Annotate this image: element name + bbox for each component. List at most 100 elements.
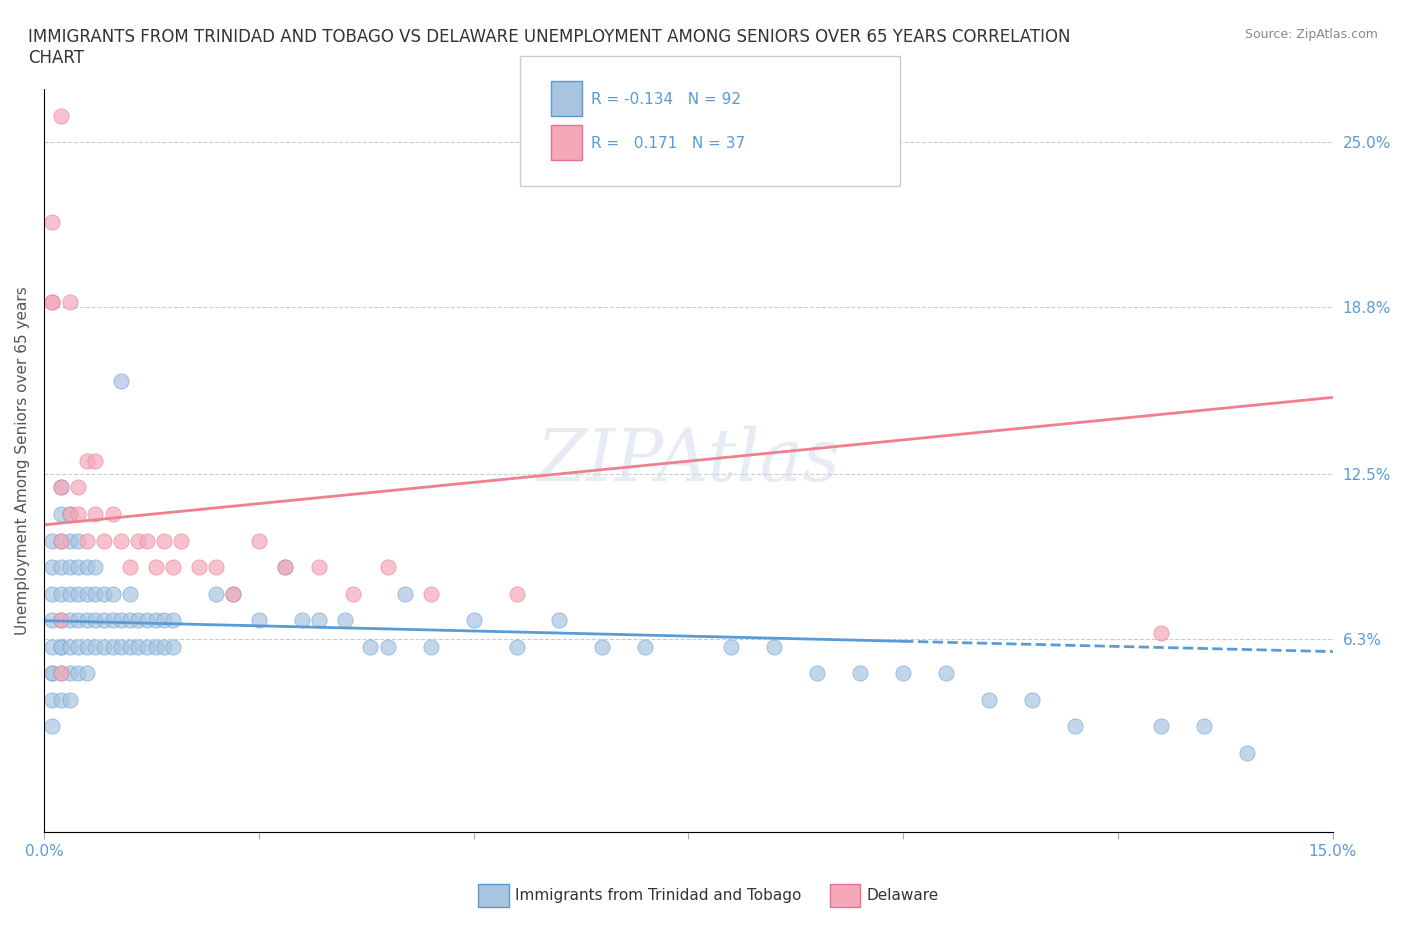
Point: [273, 560, 295, 575]
Point: [170, 533, 193, 548]
Text: R = -0.134   N = 92: R = -0.134 N = 92: [591, 92, 741, 107]
Point: [101, 639, 124, 654]
Point: [110, 533, 132, 548]
Point: [93, 613, 115, 628]
Point: [849, 666, 872, 681]
Point: [93, 533, 115, 548]
Point: [67, 613, 90, 628]
Point: [49, 480, 72, 495]
Point: [84, 613, 107, 628]
Point: [634, 639, 657, 654]
Point: [49, 533, 72, 548]
Point: [222, 586, 245, 601]
Point: [41, 719, 63, 734]
Point: [49, 560, 72, 575]
Point: [76, 666, 98, 681]
Point: [204, 586, 226, 601]
Y-axis label: Unemployment Among Seniors over 65 years: Unemployment Among Seniors over 65 years: [15, 286, 30, 635]
Point: [1064, 719, 1087, 734]
Point: [763, 639, 786, 654]
Text: ZIPAtlas: ZIPAtlas: [537, 426, 841, 497]
Point: [273, 560, 295, 575]
Point: [59, 666, 82, 681]
Point: [101, 586, 124, 601]
Point: [591, 639, 613, 654]
Point: [308, 613, 330, 628]
Point: [49, 613, 72, 628]
Point: [204, 560, 226, 575]
Point: [377, 639, 399, 654]
Point: [84, 586, 107, 601]
Point: [1150, 626, 1173, 641]
Point: [548, 613, 571, 628]
Point: [76, 560, 98, 575]
Point: [162, 560, 184, 575]
Point: [84, 560, 107, 575]
Point: [41, 613, 63, 628]
Point: [394, 586, 416, 601]
Point: [49, 666, 72, 681]
Point: [110, 374, 132, 389]
Point: [162, 613, 184, 628]
Point: [136, 533, 159, 548]
Point: [1192, 719, 1215, 734]
Point: [76, 586, 98, 601]
Text: Immigrants from Trinidad and Tobago: Immigrants from Trinidad and Tobago: [515, 888, 801, 903]
Point: [41, 639, 63, 654]
Point: [41, 586, 63, 601]
Point: [67, 507, 90, 522]
Point: [247, 533, 270, 548]
Point: [49, 586, 72, 601]
Point: [162, 639, 184, 654]
Point: [127, 613, 149, 628]
Point: [222, 586, 245, 601]
Point: [979, 692, 1001, 707]
Point: [419, 639, 441, 654]
Point: [67, 533, 90, 548]
Point: [118, 586, 141, 601]
Point: [84, 507, 107, 522]
Point: [463, 613, 485, 628]
Text: Source: ZipAtlas.com: Source: ZipAtlas.com: [1244, 28, 1378, 41]
Point: [49, 692, 72, 707]
Point: [41, 692, 63, 707]
Point: [49, 480, 72, 495]
Point: [49, 507, 72, 522]
Point: [49, 666, 72, 681]
Point: [1236, 745, 1258, 760]
Point: [118, 639, 141, 654]
Point: [359, 639, 381, 654]
Point: [49, 533, 72, 548]
Point: [145, 613, 167, 628]
Point: [49, 109, 72, 124]
Point: [1021, 692, 1043, 707]
Point: [41, 294, 63, 309]
Point: [145, 639, 167, 654]
Point: [93, 586, 115, 601]
Point: [76, 639, 98, 654]
Point: [84, 454, 107, 469]
Point: [49, 639, 72, 654]
Point: [49, 639, 72, 654]
Point: [59, 639, 82, 654]
Point: [59, 533, 82, 548]
Point: [419, 586, 441, 601]
Point: [110, 613, 132, 628]
Point: [136, 639, 159, 654]
Point: [76, 613, 98, 628]
Text: IMMIGRANTS FROM TRINIDAD AND TOBAGO VS DELAWARE UNEMPLOYMENT AMONG SENIORS OVER : IMMIGRANTS FROM TRINIDAD AND TOBAGO VS D…: [28, 28, 1070, 67]
Point: [59, 507, 82, 522]
Point: [67, 586, 90, 601]
Point: [67, 666, 90, 681]
Point: [247, 613, 270, 628]
Point: [145, 560, 167, 575]
Point: [41, 560, 63, 575]
Point: [59, 507, 82, 522]
Point: [935, 666, 957, 681]
Point: [342, 586, 364, 601]
Point: [76, 454, 98, 469]
Point: [291, 613, 314, 628]
Point: [41, 666, 63, 681]
Point: [41, 533, 63, 548]
Point: [59, 560, 82, 575]
